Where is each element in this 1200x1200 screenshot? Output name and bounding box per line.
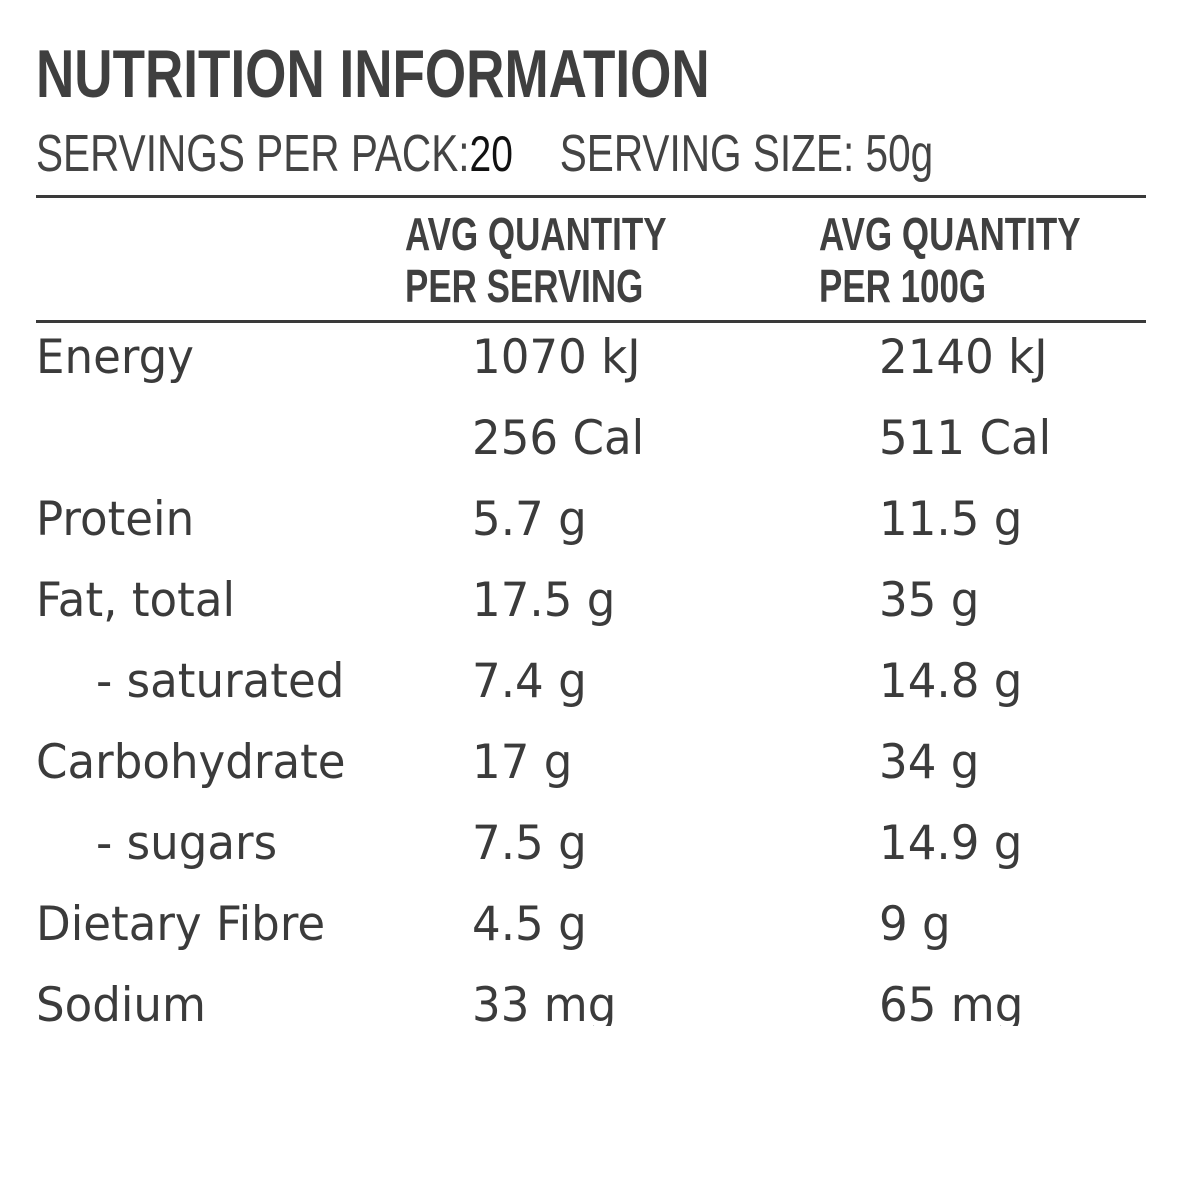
- column-header-per-serving: AVG QUANTITY PER SERVING: [405, 208, 667, 312]
- nutrient-name: - saturated: [96, 654, 345, 709]
- column-header-line: PER 100G: [819, 260, 987, 312]
- header-divider: [36, 195, 1146, 198]
- per-serving-value: 7.5 g: [472, 816, 587, 871]
- per-100g-value: 35 g: [879, 573, 980, 628]
- nutrient-row: - saturated 7.4 g 14.8 g: [36, 656, 1146, 737]
- nutrient-row: Carbohydrate 17 g 34 g: [36, 737, 1146, 818]
- column-header-per-100g: AVG QUANTITY PER 100G: [819, 208, 1081, 312]
- nutrient-row: 256 Cal 511 Cal: [36, 413, 1146, 494]
- per-100g-value: 14.8 g: [879, 654, 1023, 709]
- nutrient-table: Energy 1070 kJ 2140 kJ 256 Cal 511 Cal Protei…: [36, 332, 1146, 1027]
- column-header-line: PER SERVING: [405, 260, 644, 312]
- nutrient-row: - sugars 7.5 g 14.9 g: [36, 818, 1146, 899]
- serving-info: SERVINGS PER PACK:20 SERVING SIZE: 50g: [36, 124, 933, 184]
- per-100g-value: 34 g: [879, 735, 980, 790]
- nutrient-row: Sodium 33 mg 65 mg: [36, 978, 1146, 1027]
- per-100g-value: 14.9 g: [879, 816, 1023, 871]
- nutrient-name: Carbohydrate: [36, 735, 346, 790]
- nutrient-name: Protein: [36, 492, 195, 547]
- serving-size: SERVING SIZE: 50g: [559, 125, 934, 183]
- per-serving-value: 33 mg: [472, 978, 617, 1027]
- per-100g-value: 511 Cal: [879, 411, 1052, 466]
- column-header-line: AVG QUANTITY: [405, 208, 667, 260]
- per-100g-value: 65 mg: [879, 978, 1024, 1027]
- per-serving-value: 5.7 g: [472, 492, 587, 547]
- nutrient-name: - sugars: [96, 816, 278, 871]
- nutrition-information-panel: NUTRITION INFORMATION SERVINGS PER PACK:…: [36, 36, 1146, 1026]
- nutrient-row: Energy 1070 kJ 2140 kJ: [36, 332, 1146, 413]
- per-100g-value: 9 g: [879, 897, 951, 952]
- nutrient-name: Energy: [36, 330, 194, 385]
- nutrient-name: Sodium: [36, 978, 206, 1027]
- nutrient-row: Protein 5.7 g 11.5 g: [36, 494, 1146, 575]
- panel-title: NUTRITION INFORMATION: [36, 36, 710, 112]
- per-100g-value: 11.5 g: [879, 492, 1023, 547]
- servings-per-pack-value: 20: [469, 126, 513, 182]
- column-header-line: AVG QUANTITY: [819, 208, 1081, 260]
- per-serving-value: 7.4 g: [472, 654, 587, 709]
- servings-per-pack-label: SERVINGS PER PACK:: [36, 125, 470, 183]
- nutrient-row: Fat, total 17.5 g 35 g: [36, 575, 1146, 656]
- nutrient-name: Dietary Fibre: [36, 897, 326, 952]
- per-serving-value: 1070 kJ: [472, 330, 641, 385]
- per-serving-value: 4.5 g: [472, 897, 587, 952]
- per-100g-value: 2140 kJ: [879, 330, 1048, 385]
- column-header-divider: [36, 320, 1146, 323]
- nutrient-row: Dietary Fibre 4.5 g 9 g: [36, 899, 1146, 980]
- nutrient-name: Fat, total: [36, 573, 236, 628]
- per-serving-value: 17.5 g: [472, 573, 616, 628]
- per-serving-value: 256 Cal: [472, 411, 645, 466]
- per-serving-value: 17 g: [472, 735, 573, 790]
